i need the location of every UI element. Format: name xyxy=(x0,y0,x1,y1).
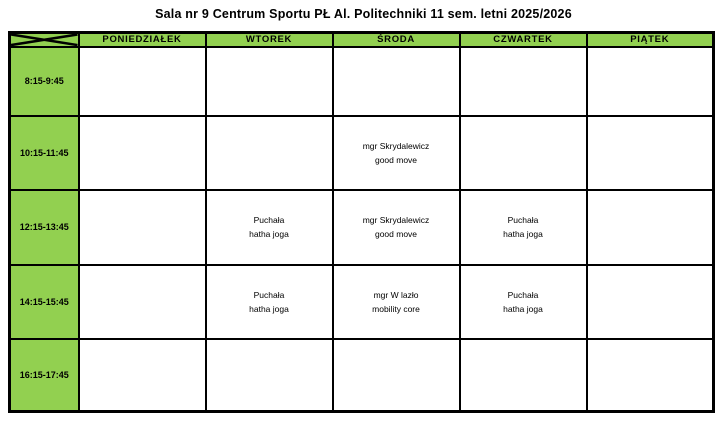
schedule-cell-thu xyxy=(458,45,588,117)
corner-cell xyxy=(8,31,80,48)
schedule-cell-tue xyxy=(204,337,334,413)
day-header-friday: PIĄTEK xyxy=(585,31,715,48)
schedule-cell-tue xyxy=(204,114,334,191)
schedule-cell-mon xyxy=(77,337,207,413)
crossed-x-icon xyxy=(11,34,77,45)
schedule-row-2: 10:15-11:45 mgr Skrydalewicz good move xyxy=(8,114,715,191)
schedule-cell-wed: mgr Skrydalewicz good move xyxy=(331,188,461,266)
time-slot-label: 14:15-15:45 xyxy=(8,263,80,340)
day-header-wednesday: ŚRODA xyxy=(331,31,461,48)
day-header-monday: PONIEDZIAŁEK xyxy=(77,31,207,48)
schedule-cell-wed xyxy=(331,45,461,117)
schedule-row-3: 12:15-13:45 Puchała hatha joga mgr Skryd… xyxy=(8,188,715,266)
schedule-cell-wed xyxy=(331,337,461,413)
schedule-row-1: 8:15-9:45 xyxy=(8,45,715,117)
schedule-cell-tue xyxy=(204,45,334,117)
schedule-cell-fri xyxy=(585,45,715,117)
schedule-cell-tue: Puchała hatha joga xyxy=(204,263,334,340)
schedule-cell-mon xyxy=(77,45,207,117)
schedule-cell-fri xyxy=(585,114,715,191)
time-slot-label: 12:15-13:45 xyxy=(8,188,80,266)
schedule-cell-mon xyxy=(77,263,207,340)
page-title: Sala nr 9 Centrum Sportu PŁ Al. Politech… xyxy=(155,7,572,21)
day-header-tuesday: WTOREK xyxy=(204,31,334,48)
schedule-row-4: 14:15-15:45 Puchała hatha joga mgr W laz… xyxy=(8,263,715,340)
schedule-cell-wed: mgr W lazło mobility core xyxy=(331,263,461,340)
schedule-row-5: 16:15-17:45 xyxy=(8,337,715,413)
schedule-cell-thu xyxy=(458,114,588,191)
schedule-cell-mon xyxy=(77,188,207,266)
schedule-cell-wed: mgr Skrydalewicz good move xyxy=(331,114,461,191)
schedule-cell-thu: Puchała hatha joga xyxy=(458,188,588,266)
time-slot-label: 10:15-11:45 xyxy=(8,114,80,191)
header-row: PONIEDZIAŁEK WTOREK ŚRODA CZWARTEK PIĄTE… xyxy=(8,31,715,48)
schedule-cell-mon xyxy=(77,114,207,191)
schedule-cell-tue: Puchała hatha joga xyxy=(204,188,334,266)
schedule-cell-fri xyxy=(585,188,715,266)
schedule-cell-thu: Puchała hatha joga xyxy=(458,263,588,340)
schedule-table: PONIEDZIAŁEK WTOREK ŚRODA CZWARTEK PIĄTE… xyxy=(8,31,715,414)
time-slot-label: 8:15-9:45 xyxy=(8,45,80,117)
schedule-cell-fri xyxy=(585,337,715,413)
schedule-cell-thu xyxy=(458,337,588,413)
schedule-cell-fri xyxy=(585,263,715,340)
day-header-thursday: CZWARTEK xyxy=(458,31,588,48)
time-slot-label: 16:15-17:45 xyxy=(8,337,80,413)
